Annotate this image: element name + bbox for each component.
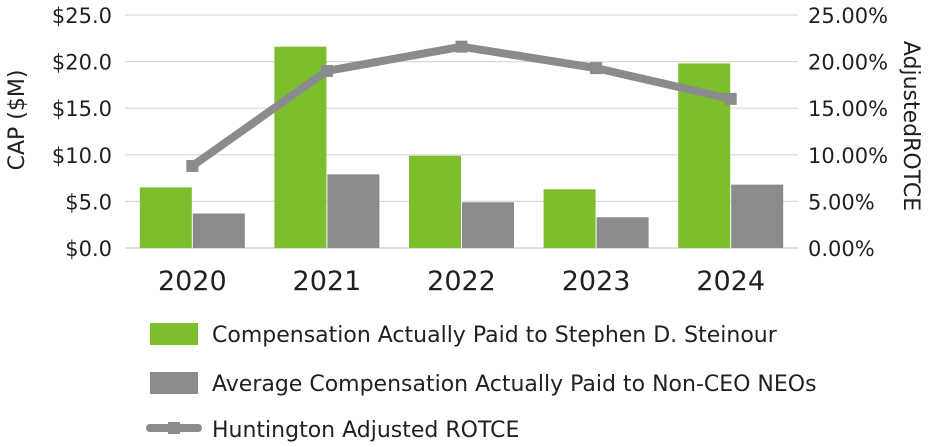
bar-neo-2020 bbox=[192, 213, 245, 248]
x-tick-label: 2020 bbox=[158, 266, 227, 297]
y-tick-label: $0.0 bbox=[65, 237, 112, 261]
legend: Compensation Actually Paid to Stephen D.… bbox=[146, 323, 817, 443]
bar-neo-2023 bbox=[596, 217, 649, 248]
legend-swatch-ceo bbox=[150, 323, 198, 345]
right-axis-ticks: 0.00% 5.00% 10.00% 15.00% 20.00% 25.00% bbox=[808, 4, 888, 261]
legend-marker-rotce bbox=[168, 422, 180, 434]
y2-tick-label: 25.00% bbox=[808, 4, 888, 28]
legend-label-neo: Average Compensation Actually Paid to No… bbox=[212, 372, 817, 397]
bar-ceo-2023 bbox=[543, 189, 596, 248]
rotce-point-2020 bbox=[186, 159, 199, 172]
y-tick-label: $25.0 bbox=[52, 4, 112, 28]
bar-neo-2021 bbox=[327, 174, 380, 248]
left-axis-ticks: $0.0 $5.0 $10.0 $15.0 $20.0 $25.0 bbox=[52, 4, 112, 261]
x-tick-label: 2021 bbox=[293, 266, 362, 297]
bar-neo-2024 bbox=[731, 184, 784, 248]
bar-ceo-2022 bbox=[409, 155, 461, 248]
y-tick-label: $5.0 bbox=[65, 190, 112, 214]
y2-tick-label: 10.00% bbox=[808, 144, 888, 168]
y2-tick-label: 5.00% bbox=[808, 190, 875, 214]
x-axis-ticks: 2020 2021 2022 2023 2024 bbox=[158, 266, 765, 297]
rotce-point-2024 bbox=[724, 92, 737, 105]
bar-ceo-2020 bbox=[139, 187, 192, 248]
x-tick-label: 2024 bbox=[696, 266, 765, 297]
y2-tick-label: 15.00% bbox=[808, 97, 888, 121]
y-tick-label: $15.0 bbox=[52, 97, 112, 121]
legend-label-rotce: Huntington Adjusted ROTCE bbox=[212, 418, 519, 443]
rotce-line bbox=[188, 42, 735, 170]
y2-tick-label: 0.00% bbox=[808, 237, 875, 261]
x-tick-label: 2022 bbox=[427, 266, 496, 297]
legend-swatch-neo bbox=[150, 372, 198, 394]
y-axis-title: CAP ($M) bbox=[5, 70, 30, 171]
rotce-point-2021 bbox=[320, 64, 333, 77]
rotce-point-2023 bbox=[590, 62, 603, 75]
legend-label-ceo: Compensation Actually Paid to Stephen D.… bbox=[212, 323, 778, 348]
y-tick-label: $10.0 bbox=[52, 144, 112, 168]
x-tick-label: 2023 bbox=[562, 266, 631, 297]
y2-tick-label: 20.00% bbox=[808, 51, 888, 75]
rotce-point-2022 bbox=[455, 40, 468, 53]
rotce-line-group bbox=[186, 40, 737, 172]
y2-axis-title: AdjustedROTCE bbox=[898, 41, 923, 211]
y-tick-label: $20.0 bbox=[52, 51, 112, 75]
bar-neo-2022 bbox=[462, 202, 514, 248]
bars-group bbox=[139, 46, 784, 248]
